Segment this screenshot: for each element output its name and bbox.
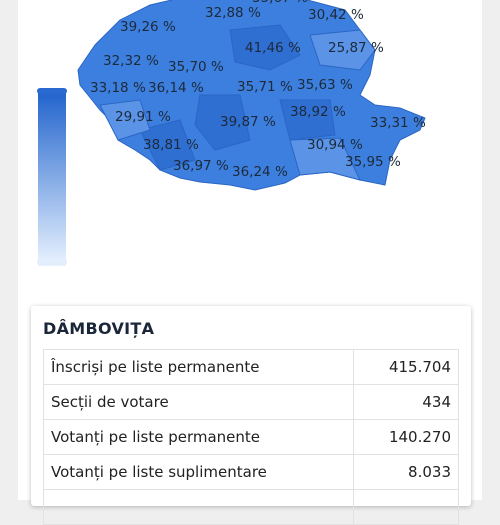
table-row: Înscriși pe liste permanente 415.704	[43, 349, 459, 385]
region-label: 38,92 %	[290, 104, 346, 120]
region-label: 32,88 %	[205, 5, 261, 21]
row-value: 434	[353, 384, 459, 420]
region-label: 36,97 %	[173, 158, 229, 174]
table-row: Secții de votare 434	[43, 384, 459, 420]
row-value: 415.704	[353, 349, 459, 385]
row-label: Înscriși pe liste permanente	[43, 349, 354, 385]
region-label: 30,94 %	[307, 137, 363, 153]
region-label: 33,31 %	[370, 115, 426, 131]
region-label: 35,71 %	[237, 79, 293, 95]
legend-cap	[37, 88, 67, 94]
row-label: Votanți pe liste permanente	[43, 419, 354, 455]
region-label: 32,32 %	[103, 53, 159, 69]
region-label: 38,81 %	[143, 137, 199, 153]
row-value	[353, 489, 459, 525]
region-label: 39,87 %	[220, 114, 276, 130]
row-label: Secții de votare	[43, 384, 354, 420]
region-label: 35,70 %	[168, 59, 224, 75]
region-label: 39,26 %	[120, 19, 176, 35]
row-value: 8.033	[353, 454, 459, 490]
map: 39,26 % 32,88 %35,67 %30,42 % 41,46 % 25,87…	[37, 0, 426, 266]
table-row	[43, 489, 459, 525]
table-row: Votanți pe liste permanente 140.270	[43, 419, 459, 455]
region-label: 35,95 %	[345, 154, 401, 170]
row-label: Votanți pe liste suplimentare	[43, 454, 354, 490]
info-card: DÂMBOVIȚA Înscriși pe liste permanente 41…	[31, 306, 471, 525]
county-title: DÂMBOVIȚA	[43, 319, 155, 338]
legend-cap	[37, 259, 67, 265]
region-label: 36,14 %	[148, 80, 204, 96]
region-label: 25,87 %	[328, 40, 384, 56]
region-label: 36,24 %	[232, 164, 288, 180]
row-value: 140.270	[353, 419, 459, 455]
region-label: 30,42 %	[308, 7, 364, 23]
region-label: 33,18 %	[90, 80, 146, 96]
legend-gradient	[38, 90, 66, 266]
stats-table: Înscriși pe liste permanente 415.704 Secți…	[43, 349, 459, 525]
row-label	[43, 489, 354, 525]
region-label: 29,91 %	[115, 109, 171, 125]
regions-light	[99, 29, 376, 181]
table-row: Votanți pe liste suplimentare 8.033	[43, 454, 459, 490]
screen: {"map": {"labels": ["39,26 %", "32,88 %"…	[18, 0, 482, 525]
region-label: 35,67 %	[252, 0, 308, 6]
region-label: 41,46 %	[245, 40, 301, 56]
region-label: 35,63 %	[297, 77, 353, 93]
regions	[139, 24, 336, 171]
